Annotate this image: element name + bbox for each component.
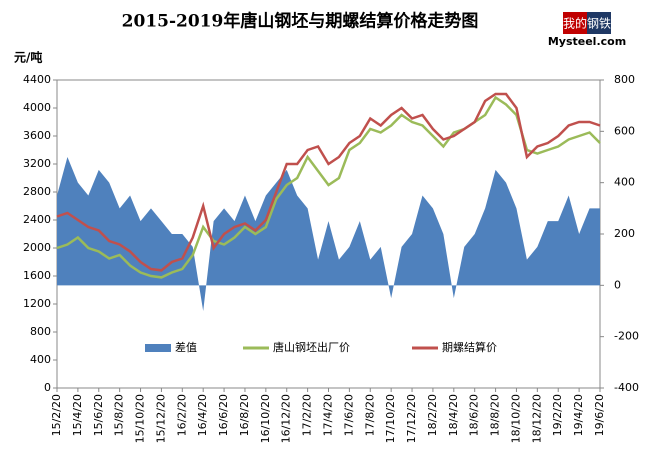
legend-swatch [145, 344, 171, 352]
x-tick-label: 18/4/20 [447, 394, 460, 436]
difference-area [57, 157, 600, 311]
y-tick-label: 4000 [23, 101, 51, 114]
y2-tick-label: 800 [614, 73, 635, 86]
y2-tick-label: 200 [614, 227, 635, 240]
x-tick-label: 18/8/20 [489, 394, 502, 436]
y2-tick-label: 0 [614, 278, 621, 291]
y-tick-label: 0 [44, 381, 51, 394]
y-tick-label: 3200 [23, 157, 51, 170]
y2-tick-label: 600 [614, 124, 635, 137]
y-tick-label: 2000 [23, 241, 51, 254]
price-line [56, 95, 601, 279]
y-tick-label: 4400 [23, 73, 51, 86]
x-tick-label: 17/10/20 [384, 394, 397, 443]
x-tick-label: 16/12/20 [280, 394, 293, 443]
x-tick-label: 18/10/20 [509, 394, 522, 443]
logo-text: 我的 [563, 16, 587, 31]
x-tick-label: 15/10/20 [134, 394, 147, 443]
x-tick-label: 17/12/20 [405, 394, 418, 443]
y2-tick-label: 400 [614, 176, 635, 189]
y-tick-label: 2800 [23, 185, 51, 198]
x-tick-label: 16/2/20 [175, 394, 188, 436]
price-line [56, 92, 601, 272]
x-tick-label: 15/4/20 [71, 394, 84, 436]
logo-text: 钢铁 [587, 17, 611, 31]
logo-text: Mysteel.com [548, 35, 626, 48]
logo-box [587, 12, 611, 34]
x-tick-label: 18/2/20 [426, 394, 439, 436]
x-tick-label: 15/8/20 [113, 394, 126, 436]
chart-title: 2015-2019年唐山钢坯与期螺结算价格走势图 [122, 11, 479, 32]
x-tick-label: 16/4/20 [196, 394, 209, 436]
legend-label: 唐山钢坯出厂价 [273, 340, 350, 354]
x-tick-label: 17/6/20 [342, 394, 355, 436]
y-tick-label: 2400 [23, 213, 51, 226]
y-tick-label: 3600 [23, 129, 51, 142]
x-tick-label: 16/10/20 [259, 394, 272, 443]
x-tick-label: 18/12/20 [530, 394, 543, 443]
x-tick-label: 15/6/20 [92, 394, 105, 436]
logo-box [563, 12, 587, 34]
y-axis-label: 元/吨 [14, 50, 42, 65]
x-tick-label: 17/4/20 [322, 394, 335, 436]
x-tick-label: 15/2/20 [50, 394, 63, 436]
y2-tick-label: -200 [614, 330, 639, 343]
legend-label: 期螺结算价 [442, 340, 497, 354]
x-tick-label: 16/8/20 [238, 394, 251, 436]
legend-label: 差值 [175, 340, 197, 354]
y-tick-label: 800 [30, 325, 51, 338]
x-tick-label: 19/2/20 [551, 394, 564, 436]
x-tick-label: 19/6/20 [593, 394, 606, 436]
x-tick-label: 17/2/20 [301, 394, 314, 436]
y-tick-label: 1600 [23, 269, 51, 282]
x-tick-label: 16/6/20 [217, 394, 230, 436]
x-tick-label: 18/6/20 [468, 394, 481, 436]
y-tick-label: 400 [30, 353, 51, 366]
x-tick-label: 19/4/20 [572, 394, 585, 436]
y2-tick-label: -400 [614, 381, 639, 394]
x-tick-label: 17/8/20 [363, 394, 376, 436]
y-tick-label: 1200 [23, 297, 51, 310]
x-tick-label: 15/12/20 [154, 394, 167, 443]
